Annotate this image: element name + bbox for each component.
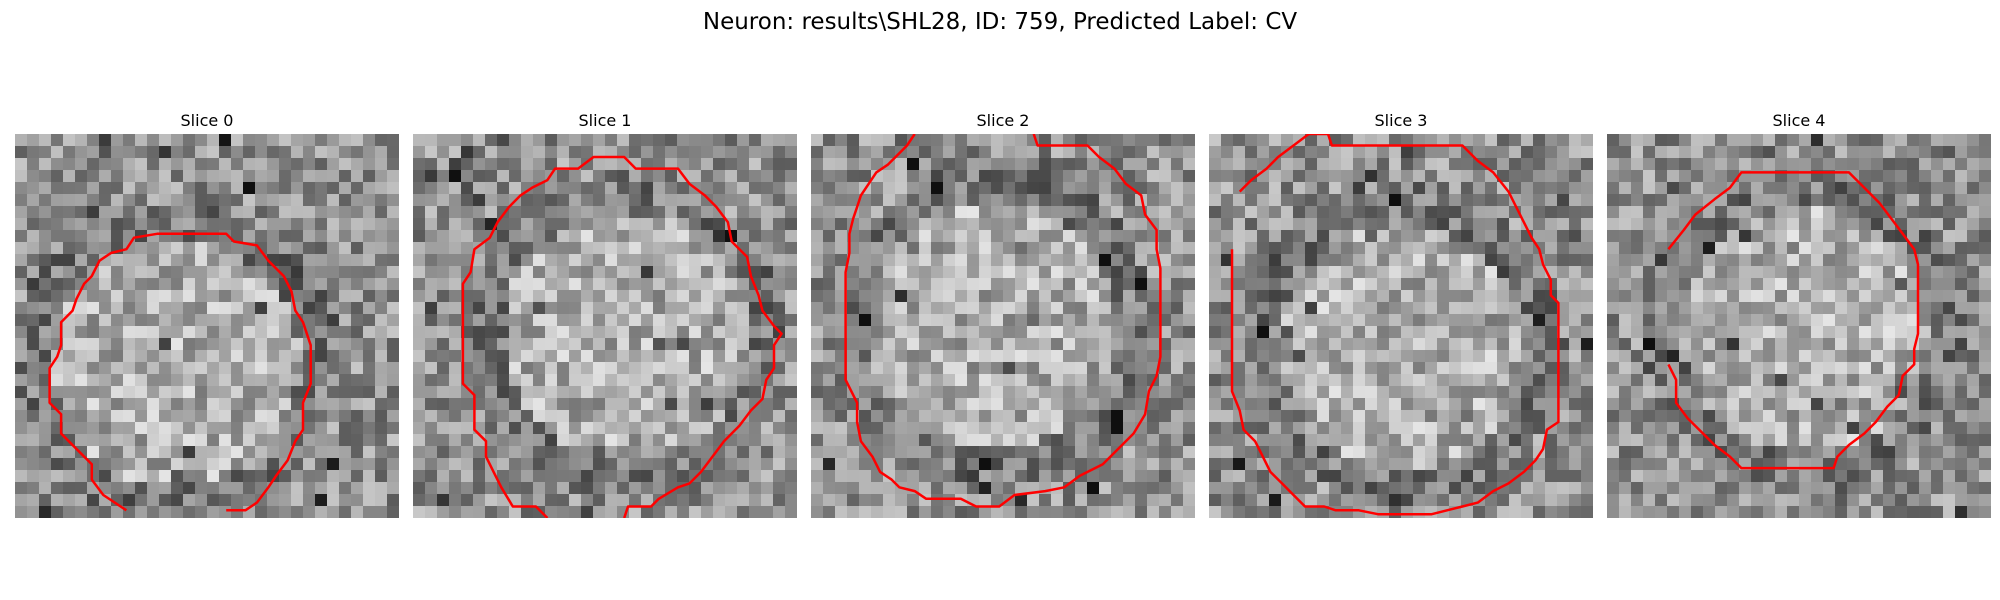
slice-image [1607,134,1991,518]
panel-title: Slice 1 [578,111,632,130]
panel-slice-3: Slice 3 [1209,108,1593,518]
slice-image [811,134,1195,518]
segmentation-contour [1230,134,1560,516]
segmentation-contour [844,134,1162,508]
panel-slice-2: Slice 2 [811,108,1195,518]
segmentation-contour [461,155,783,518]
segmentation-contour [48,232,312,512]
panel-slice-0: Slice 0 [15,108,399,518]
slice-image [1209,134,1593,518]
slice-image [15,134,399,518]
panel-slice-1: Slice 1 [413,108,797,518]
panel-title: Slice 3 [1374,111,1428,130]
panel-title: Slice 2 [976,111,1030,130]
panel-slice-4: Slice 4 [1607,108,1991,518]
slice-image [413,134,797,518]
panel-title: Slice 4 [1772,111,1826,130]
segmentation-contour [1667,171,1920,470]
panel-title: Slice 0 [180,111,234,130]
figure-title: Neuron: results\SHL28, ID: 759, Predicte… [702,9,1298,35]
